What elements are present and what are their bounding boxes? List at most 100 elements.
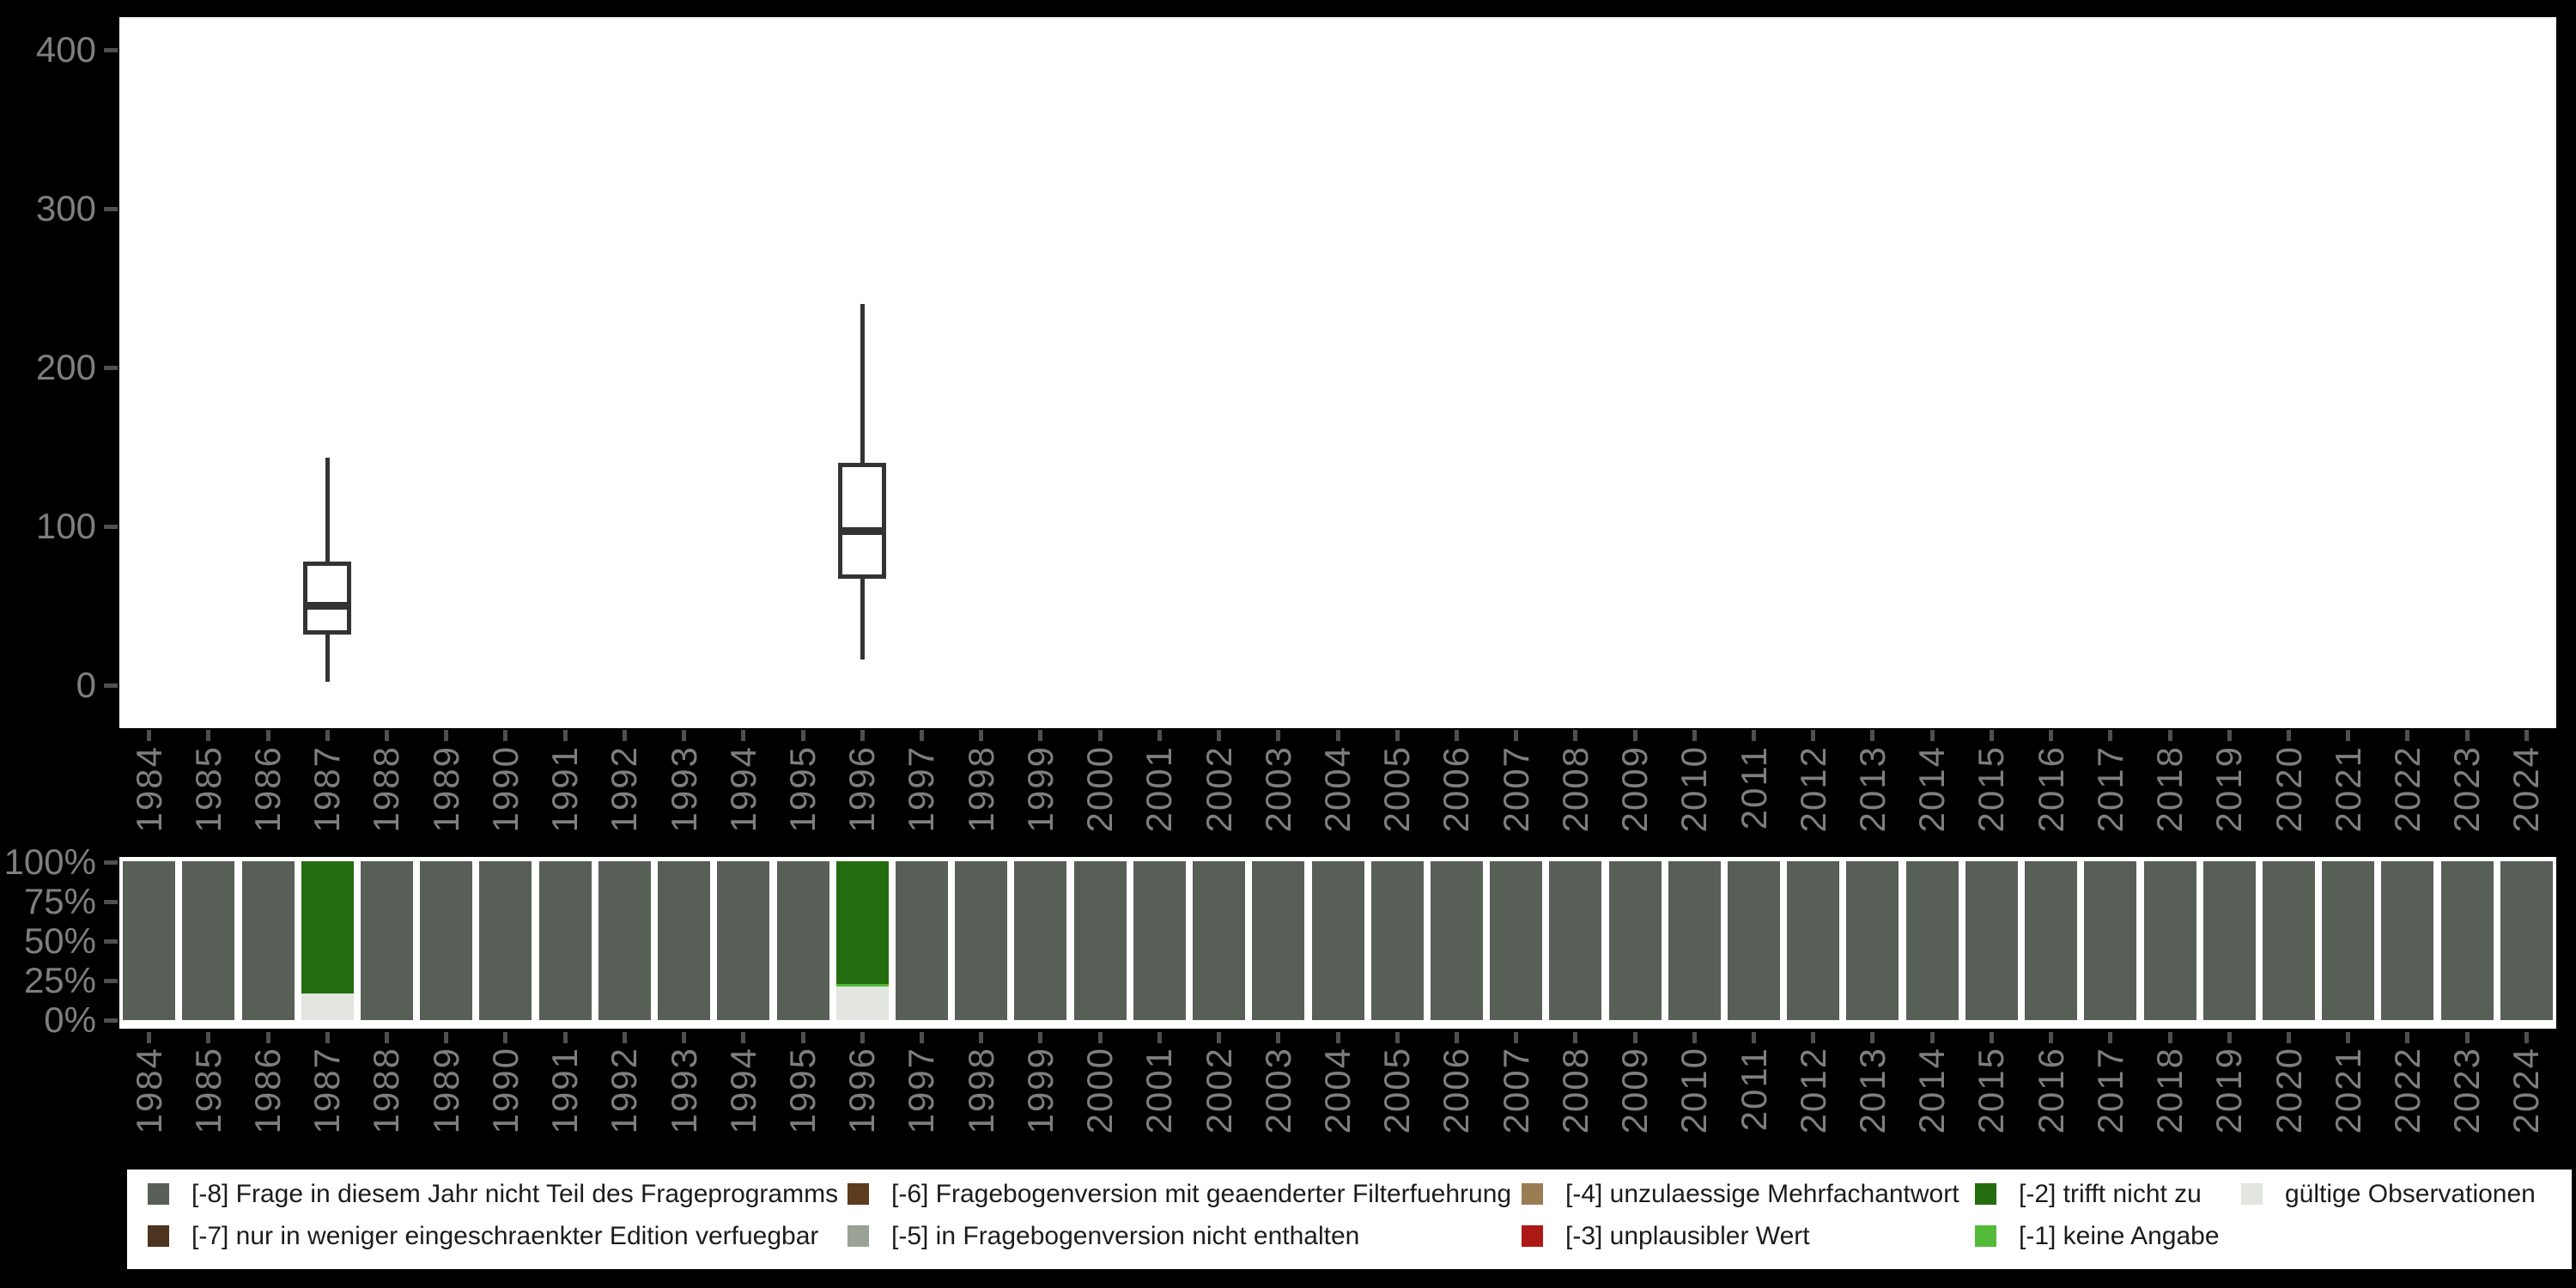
x-tick-bottom — [2108, 1032, 2113, 1043]
x-axis-year-label: 2014 — [1911, 1047, 1953, 1134]
x-axis-label-bottom: 2011 — [1724, 1047, 1784, 1163]
bar-segment--8 — [360, 861, 413, 1020]
x-axis-label-bottom: 1995 — [773, 1047, 833, 1163]
legend-label--1: [-1] keine Angabe — [2019, 1222, 2220, 1250]
x-axis-label-bottom: 2007 — [1486, 1047, 1546, 1163]
stacked-bar-2023 — [2440, 861, 2494, 1020]
y-tick — [104, 47, 118, 52]
x-tick-top — [2287, 730, 2291, 741]
x-tick-bottom — [1097, 1032, 1103, 1043]
x-axis-label-top: 2018 — [2140, 745, 2200, 861]
x-tick-bottom — [325, 1032, 330, 1043]
x-axis-year-label: 1991 — [544, 1047, 586, 1134]
x-axis-label-top: 2019 — [2199, 745, 2259, 861]
stacked-bar-2024 — [2500, 861, 2553, 1020]
stacked-bar-panel — [119, 857, 2556, 1029]
x-tick-bottom — [1394, 1032, 1400, 1043]
bar-segment--8 — [2500, 861, 2553, 1020]
x-tick-bottom — [1157, 1032, 1162, 1043]
x-tick-bottom — [2405, 1032, 2410, 1043]
x-axis-label-top: 1986 — [238, 745, 298, 861]
x-tick-top — [503, 730, 508, 741]
x-axis-year-label: 2021 — [2327, 745, 2368, 833]
x-tick-bottom — [2049, 1032, 2054, 1043]
x-tick-bottom — [1811, 1032, 1816, 1043]
x-axis-label-bottom: 2021 — [2318, 1047, 2379, 1163]
x-axis-year-label: 1994 — [722, 1047, 763, 1134]
x-axis-year-label: 2024 — [2506, 1047, 2547, 1134]
y-axis-tick-label: 200 — [35, 347, 96, 387]
bar-segment--2 — [835, 861, 889, 985]
x-axis-label-bottom: 1990 — [476, 1047, 536, 1163]
x-axis-year-label: 1987 — [307, 1047, 348, 1134]
x-tick-top — [1157, 730, 1162, 741]
x-tick-bottom — [800, 1032, 805, 1043]
x-axis-year-label: 2017 — [2089, 745, 2130, 833]
x-tick-top — [1929, 730, 1935, 741]
x-axis-label-top: 1985 — [179, 745, 239, 861]
stacked-bar-2012 — [1787, 861, 1840, 1020]
bar-segment--8 — [1668, 861, 1721, 1020]
stacked-bar-1990 — [479, 861, 532, 1020]
stacked-bar-1985 — [182, 861, 235, 1020]
y-tick — [104, 683, 118, 688]
x-axis-year-label: 2006 — [1436, 745, 1477, 833]
x-axis-label-bottom: 1987 — [297, 1047, 357, 1163]
x-axis-year-label: 2003 — [1257, 1047, 1298, 1134]
stacked-bar-1997 — [895, 861, 948, 1020]
x-tick-top — [1038, 730, 1043, 741]
x-axis-label-bottom: 1985 — [179, 1047, 239, 1163]
x-axis-year-label: 2014 — [1911, 745, 1953, 833]
x-axis-label-top: 2008 — [1546, 745, 1606, 861]
stacked-bar-1991 — [538, 861, 592, 1020]
bar-segment--8 — [955, 861, 1008, 1020]
x-tick-bottom — [979, 1032, 984, 1043]
x-axis-label-top: 2023 — [2437, 745, 2497, 861]
boxplot-box-1987 — [303, 561, 352, 635]
x-axis-year-label: 1999 — [1019, 1047, 1060, 1134]
boxplot-median-1987 — [303, 602, 352, 610]
bar-segment--8 — [1073, 861, 1127, 1020]
bar-segment--8 — [2381, 861, 2434, 1020]
x-axis-year-label: 2018 — [2149, 745, 2190, 833]
stacked-bar-2020 — [2263, 861, 2315, 1020]
legend-label--2: [-2] trifft nicht zu — [2019, 1180, 2202, 1208]
x-axis-label-top: 2006 — [1426, 745, 1486, 861]
x-axis-year-label: 2016 — [2030, 745, 2071, 833]
x-axis-label-bottom: 2001 — [1129, 1047, 1189, 1163]
x-axis-label-top: 1994 — [714, 745, 774, 861]
pct-tick — [104, 978, 118, 983]
x-axis-label-bottom: 2005 — [1367, 1047, 1427, 1163]
stacked-bar-1998 — [955, 861, 1008, 1020]
x-axis-label-bottom: 2018 — [2140, 1047, 2200, 1163]
x-axis-year-label: 1990 — [484, 1047, 526, 1134]
stacked-bar-1999 — [1014, 861, 1067, 1020]
x-tick-top — [1811, 730, 1816, 741]
stacked-bar-2019 — [2202, 861, 2256, 1020]
x-axis-label-bottom: 1996 — [832, 1047, 892, 1163]
bar-segment--8 — [538, 861, 592, 1020]
x-axis-year-label: 1986 — [247, 745, 289, 833]
x-axis-year-label: 2009 — [1614, 1047, 1656, 1134]
y-tick — [104, 206, 118, 211]
x-axis-year-label: 1997 — [901, 745, 942, 833]
x-axis-year-label: 2013 — [1851, 745, 1893, 833]
x-axis-label-bottom: 2009 — [1605, 1047, 1665, 1163]
x-axis-year-label: 1984 — [128, 1047, 169, 1134]
x-tick-top — [562, 730, 568, 741]
bar-segment--8 — [1728, 861, 1781, 1020]
x-tick-bottom — [2227, 1032, 2232, 1043]
x-tick-bottom — [206, 1032, 211, 1043]
bar-segment--8 — [479, 861, 532, 1020]
x-tick-bottom — [1276, 1032, 1281, 1043]
x-axis-year-label: 2007 — [1495, 1047, 1536, 1134]
x-axis-year-label: 2010 — [1674, 1047, 1715, 1134]
x-axis-year-label: 2012 — [1792, 745, 1833, 833]
x-tick-top — [2049, 730, 2054, 741]
x-axis-year-label: 1993 — [663, 745, 704, 833]
stacked-bar-1986 — [241, 861, 295, 1020]
x-axis-label-top: 2012 — [1783, 745, 1844, 861]
x-axis-label-top: 2001 — [1129, 745, 1189, 861]
y-tick — [104, 365, 118, 370]
x-axis-year-label: 2011 — [1733, 1047, 1774, 1132]
